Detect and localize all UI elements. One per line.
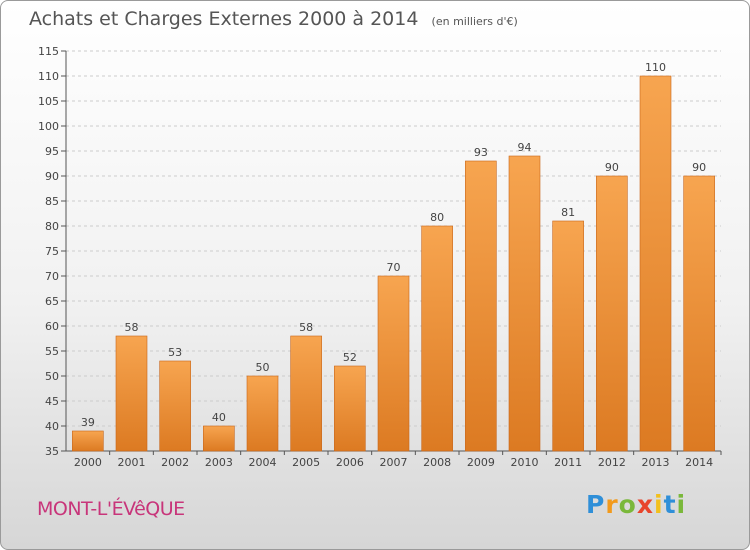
bar [465,160,497,452]
y-tick-label: 90 [45,170,59,183]
bar [159,360,191,452]
x-tick-label: 2012 [598,456,626,469]
bar-value-label: 39 [81,416,95,429]
x-tick-label: 2001 [118,456,146,469]
bar [334,365,366,452]
y-tick-label: 50 [45,370,59,383]
x-tick-labels: 2000 2001 2002 2003 2004 2005 2006 2007 2008 2009… [74,456,713,469]
bar-value-label: 70 [387,261,401,274]
bar [683,175,715,452]
title-row: Achats et Charges Externes 2000 à 2014 (… [29,8,518,30]
x-tick-label: 2013 [642,456,670,469]
bar [508,155,541,452]
y-tick-label: 80 [45,220,59,233]
y-tick-label: 45 [45,395,59,408]
logo-letter: P [586,490,606,519]
bar-value-label: 90 [692,161,706,174]
logo-letter: r [605,490,619,519]
x-tick-label: 2002 [161,456,189,469]
y-tick-labels: 35 40 45 50 55 60 65 70 75 80 85 90 95 100 105 110 115 [38,45,59,458]
x-tick-label: 2010 [511,456,539,469]
proxiti-logo[interactable]: Proxiti [586,490,686,519]
bar [246,375,279,452]
bars [72,75,715,452]
y-tick-label: 65 [45,295,59,308]
logo-letter: i [676,490,687,519]
x-tick-label: 2011 [554,456,582,469]
bar-value-label: 58 [125,321,139,334]
commune-name: MONT-L'ÉVêQUE [37,498,185,520]
logo-letter: i [654,490,664,519]
logo-letter: t [663,490,677,519]
bar [596,175,628,452]
chart-title: Achats et Charges Externes 2000 à 2014 [29,8,419,30]
bar-value-label: 80 [430,211,444,224]
y-tick-label: 110 [38,70,59,83]
logo-letter: o [618,490,637,519]
bar [72,430,104,452]
bar [115,335,148,452]
y-tick-label: 40 [45,420,59,433]
bar [421,225,453,452]
y-tick-label: 115 [38,45,59,58]
y-tick-label: 105 [38,95,59,108]
x-tick-label: 2005 [292,456,320,469]
bar [290,335,322,452]
bar [639,75,672,452]
bar-value-label: 81 [561,206,575,219]
value-labels: 39 58 53 40 50 58 52 70 80 93 94 81 90 110 90 [81,61,706,429]
bar-value-label: 90 [605,161,619,174]
bar-value-label: 58 [299,321,313,334]
y-tick-label: 35 [45,445,59,458]
x-tick-label: 2009 [467,456,495,469]
x-tick-label: 2007 [380,456,408,469]
bar-value-label: 93 [474,146,488,159]
bar [552,220,584,452]
logo-letter: x [636,490,654,519]
y-tick-label: 85 [45,195,59,208]
y-tick-label: 75 [45,245,59,258]
chart-unit: (en milliers d'€) [431,15,518,28]
y-tick-label: 55 [45,345,59,358]
bar [377,275,410,452]
x-tick-label: 2000 [74,456,102,469]
bar-value-label: 53 [168,346,182,359]
bar-value-label: 110 [645,61,666,74]
bar-value-label: 40 [212,411,226,424]
bar-value-label: 50 [256,361,270,374]
x-tick-label: 2006 [336,456,364,469]
y-tick-label: 60 [45,320,59,333]
bar-value-label: 94 [518,141,532,154]
bar-value-label: 52 [343,351,357,364]
bar [203,425,235,452]
y-tick-label: 70 [45,270,59,283]
x-tick-label: 2003 [205,456,233,469]
y-tick-label: 95 [45,145,59,158]
y-tick-label: 100 [38,120,59,133]
x-tick-label: 2004 [249,456,277,469]
x-tick-label: 2014 [685,456,713,469]
x-tick-label: 2008 [423,456,451,469]
